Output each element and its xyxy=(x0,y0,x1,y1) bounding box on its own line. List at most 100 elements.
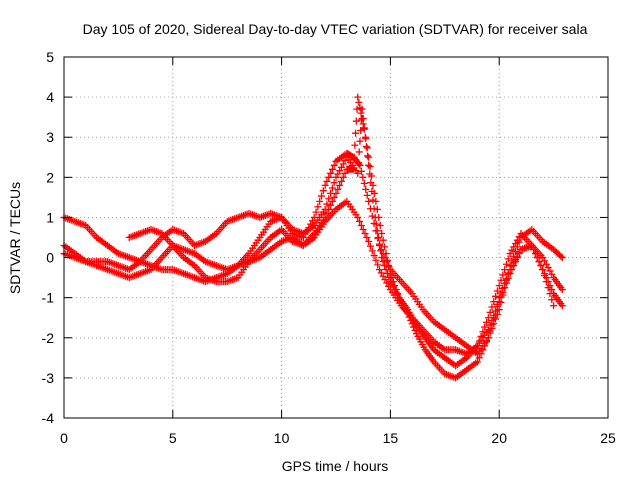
data-point xyxy=(499,271,507,279)
data-point xyxy=(497,289,505,297)
data-point xyxy=(366,242,374,250)
data-point xyxy=(375,213,383,221)
data-point xyxy=(374,234,382,241)
data-point xyxy=(359,173,367,181)
data-point xyxy=(354,213,362,221)
x-axis-label: GPS time / hours xyxy=(282,458,389,474)
data-point xyxy=(512,248,520,256)
data-point xyxy=(493,287,501,295)
data-point xyxy=(544,284,552,292)
data-point xyxy=(370,189,378,197)
data-point xyxy=(550,302,558,310)
data-point xyxy=(558,302,566,310)
data-point xyxy=(486,308,494,316)
data-point xyxy=(328,184,336,192)
data-point xyxy=(388,274,396,282)
data-point xyxy=(332,189,340,197)
y-axis-label: SDTVAR / TECUs xyxy=(7,182,23,294)
data-point xyxy=(359,120,367,128)
data-point xyxy=(372,256,380,264)
data-point xyxy=(502,275,510,283)
data-point xyxy=(481,323,489,331)
data-point xyxy=(377,247,385,255)
data-point xyxy=(361,229,369,237)
data-point xyxy=(394,290,402,298)
data-point xyxy=(364,152,372,160)
x-tick-label: 0 xyxy=(60,430,68,446)
data-point xyxy=(330,193,338,201)
data-point xyxy=(362,143,370,151)
data-point xyxy=(378,254,386,262)
data-point xyxy=(356,104,364,112)
data-point xyxy=(546,290,554,298)
data-point xyxy=(379,258,387,266)
data-point xyxy=(323,200,331,208)
data-point xyxy=(373,227,381,235)
data-point xyxy=(354,159,362,167)
data-point xyxy=(355,98,363,106)
data-point xyxy=(325,173,333,181)
data-point xyxy=(354,93,362,101)
data-point xyxy=(372,220,380,228)
x-tick-label: 20 xyxy=(491,430,507,446)
y-tick-label: -2 xyxy=(42,330,55,346)
data-point xyxy=(373,205,381,213)
data-point xyxy=(483,318,491,326)
data-point xyxy=(357,167,365,175)
data-point xyxy=(328,165,336,173)
data-point xyxy=(337,177,345,185)
data-point xyxy=(535,258,543,266)
data-point xyxy=(381,262,389,270)
data-point xyxy=(493,300,501,308)
chart-title: Day 105 of 2020, Sidereal Day-to-day VTE… xyxy=(83,21,588,37)
data-point xyxy=(360,125,368,133)
data-point xyxy=(357,127,365,135)
data-point xyxy=(323,209,331,217)
data-point xyxy=(316,197,324,205)
data-point xyxy=(365,153,373,161)
plot-frame xyxy=(63,56,609,419)
data-point xyxy=(528,242,536,250)
data-point xyxy=(317,192,325,200)
data-point xyxy=(404,310,412,318)
data-point xyxy=(492,292,500,300)
data-point xyxy=(473,358,481,366)
data-point xyxy=(352,117,360,125)
y-tick-label: 5 xyxy=(46,49,54,65)
data-point xyxy=(355,148,363,156)
data-point xyxy=(321,213,329,221)
data-point xyxy=(363,234,371,241)
data-point xyxy=(327,201,335,209)
y-tick-label: -3 xyxy=(42,370,55,386)
data-point xyxy=(363,144,371,152)
axis-ticks xyxy=(63,56,609,419)
data-point xyxy=(531,250,539,258)
series-track-3 xyxy=(60,197,566,358)
data-point xyxy=(475,354,483,362)
data-point xyxy=(548,286,556,294)
data-point xyxy=(488,320,496,328)
y-tick-label: 3 xyxy=(46,129,54,145)
data-point xyxy=(365,197,373,205)
data-point xyxy=(497,276,505,284)
y-tick-label: 1 xyxy=(46,209,54,225)
data-point xyxy=(368,247,376,255)
data-point xyxy=(378,229,386,237)
data-point xyxy=(321,181,329,189)
data-point xyxy=(327,169,335,177)
data-point xyxy=(325,205,333,213)
data-point xyxy=(323,177,331,185)
points xyxy=(60,93,566,382)
data-point xyxy=(325,195,333,203)
data-point xyxy=(374,261,382,269)
data-point xyxy=(407,316,415,324)
data-point xyxy=(558,286,566,294)
data-point xyxy=(369,181,377,189)
data-point xyxy=(391,282,399,290)
data-point xyxy=(368,172,376,180)
data-point xyxy=(537,262,545,270)
data-point xyxy=(330,161,338,169)
data-point xyxy=(356,137,364,145)
data-point xyxy=(484,334,492,342)
